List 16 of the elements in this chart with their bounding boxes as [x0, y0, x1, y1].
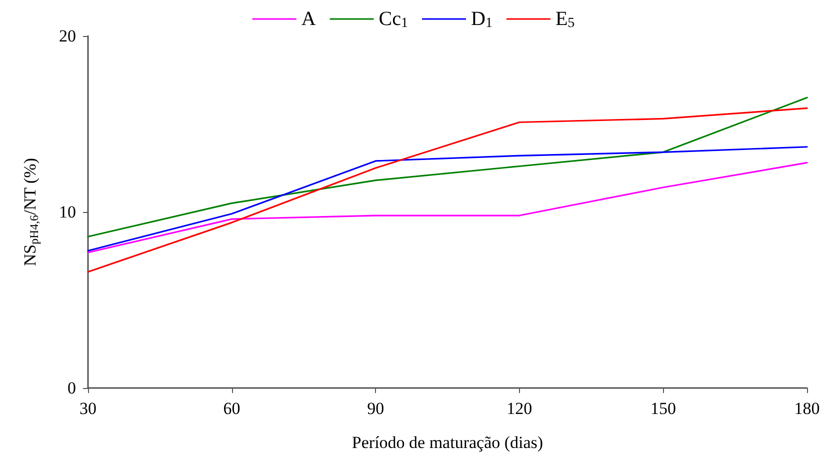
line-series — [87, 146, 808, 252]
y-tick-label: 10 — [59, 202, 76, 222]
x-axis-title: Período de maturação (dias) — [352, 433, 544, 452]
legend-label: A — [301, 8, 316, 30]
y-tick-label: 0 — [68, 378, 76, 398]
x-tick-label: 120 — [506, 399, 532, 418]
x-tick-label: 90 — [367, 399, 384, 418]
x-tick-label: 30 — [80, 399, 96, 418]
y-tick-label: 20 — [59, 26, 76, 46]
line-series — [87, 107, 808, 273]
y-axis-title: NSpH4,6/NT (%) — [20, 158, 41, 266]
line-series — [87, 162, 808, 254]
x-tick-label: 180 — [794, 399, 820, 418]
x-tick-label: 150 — [650, 399, 676, 418]
line-series — [87, 96, 808, 238]
x-tick-label: 60 — [223, 399, 240, 418]
